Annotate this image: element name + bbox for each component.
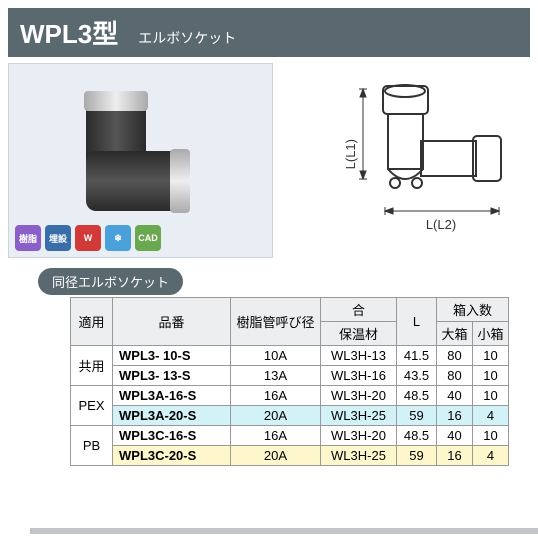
cell-insul: WL3H-13 (321, 346, 397, 366)
cell-L: 41.5 (397, 346, 437, 366)
cell-small: 10 (473, 346, 509, 366)
badge-row: 樹脂埋設W❄CAD (15, 225, 161, 251)
col-box-group: 箱入数 (437, 298, 509, 322)
dim-l1-label: L(L1) (343, 139, 358, 169)
cell-insul: WL3H-20 (321, 386, 397, 406)
col-partnum: 品番 (113, 298, 231, 346)
product-photo: 樹脂埋設W❄CAD (8, 63, 273, 258)
col-nominal: 樹脂管呼び径 (231, 298, 321, 346)
cell-small: 10 (473, 386, 509, 406)
cell-big: 16 (437, 446, 473, 466)
col-insul-group: 合 (321, 298, 397, 322)
cell-big: 16 (437, 406, 473, 426)
cell-nominal: 10A (231, 346, 321, 366)
spec-table-wrap: 適用 品番 樹脂管呼び径 合 L 箱入数 保温材 大箱 小箱 共用WPL3- 1… (0, 297, 538, 466)
cell-insul: WL3H-20 (321, 426, 397, 446)
cell-partnum: WPL3- 13-S (113, 366, 231, 386)
cell-big: 40 (437, 386, 473, 406)
spec-table: 適用 品番 樹脂管呼び径 合 L 箱入数 保温材 大箱 小箱 共用WPL3- 1… (70, 297, 509, 466)
cell-big: 80 (437, 366, 473, 386)
cell-small: 10 (473, 366, 509, 386)
cell-partnum: WPL3A-20-S (113, 406, 231, 426)
table-row: 共用WPL3- 10-S10AWL3H-1341.58010 (71, 346, 509, 366)
cell-partnum: WPL3C-16-S (113, 426, 231, 446)
table-row: PBWPL3C-16-S16AWL3H-2048.54010 (71, 426, 509, 446)
cell-nominal: 16A (231, 426, 321, 446)
cell-small: 4 (473, 406, 509, 426)
cell-insul: WL3H-25 (321, 446, 397, 466)
product-header: WPL3型 エルボソケット (8, 8, 530, 57)
cell-nominal: 13A (231, 366, 321, 386)
cell-insul: WL3H-16 (321, 366, 397, 386)
table-row: WPL3C-20-S20AWL3H-2559164 (71, 446, 509, 466)
table-row: PEXWPL3A-16-S16AWL3H-2048.54010 (71, 386, 509, 406)
elbow-illustration (66, 91, 216, 231)
col-box-big: 大箱 (437, 322, 473, 346)
cell-partnum: WPL3- 10-S (113, 346, 231, 366)
model-name: WPL3型 (20, 14, 118, 51)
badge-❄: ❄ (105, 225, 131, 251)
model-desc: エルボソケット (138, 28, 236, 48)
cell-L: 59 (397, 406, 437, 426)
badge-W: W (75, 225, 101, 251)
image-row: 樹脂埋設W❄CAD (0, 63, 538, 264)
col-L: L (397, 298, 437, 346)
cell-big: 80 (437, 346, 473, 366)
cell-partnum: WPL3A-16-S (113, 386, 231, 406)
dim-l2-label: L(L2) (426, 217, 456, 232)
cell-nominal: 16A (231, 386, 321, 406)
badge-埋設: 埋設 (45, 225, 71, 251)
col-insul: 保温材 (321, 322, 397, 346)
col-box-small: 小箱 (473, 322, 509, 346)
table-row: WPL3A-20-S20AWL3H-2559164 (71, 406, 509, 426)
cell-nominal: 20A (231, 406, 321, 426)
cell-L: 59 (397, 446, 437, 466)
cell-app: 共用 (71, 346, 113, 386)
table-row: WPL3- 13-S13AWL3H-1643.58010 (71, 366, 509, 386)
cell-L: 43.5 (397, 366, 437, 386)
cell-insul: WL3H-25 (321, 406, 397, 426)
cell-nominal: 20A (231, 446, 321, 466)
cell-small: 4 (473, 446, 509, 466)
cell-app: PB (71, 426, 113, 466)
col-app: 適用 (71, 298, 113, 346)
cell-L: 48.5 (397, 426, 437, 446)
footer-bar (30, 528, 538, 534)
cell-small: 10 (473, 426, 509, 446)
badge-CAD: CAD (135, 225, 161, 251)
section-tab: 同径エルボソケット (38, 268, 183, 295)
cell-partnum: WPL3C-20-S (113, 446, 231, 466)
cell-app: PEX (71, 386, 113, 426)
dimension-diagram: L(L1) L(L2) (313, 71, 513, 251)
badge-樹脂: 樹脂 (15, 225, 41, 251)
cell-big: 40 (437, 426, 473, 446)
cell-L: 48.5 (397, 386, 437, 406)
